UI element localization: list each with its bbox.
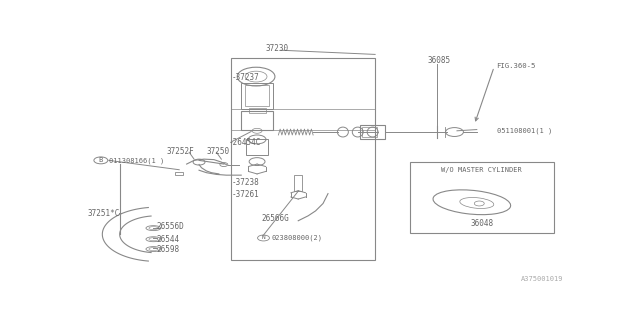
Bar [249, 108, 266, 113]
Bar [175, 172, 183, 175]
Text: 011308166(1 ): 011308166(1 ) [109, 157, 164, 164]
Text: -37237: -37237 [231, 73, 259, 82]
Text: -37261: -37261 [231, 190, 259, 199]
Text: FIG.360-5: FIG.360-5 [495, 63, 535, 69]
Text: 26598: 26598 [157, 245, 180, 254]
Bar [241, 83, 273, 108]
Text: 37251*C: 37251*C [88, 209, 120, 218]
Text: B: B [99, 157, 103, 164]
Text: 36085: 36085 [428, 56, 451, 65]
Bar [231, 58, 375, 260]
Text: 023808000(2): 023808000(2) [271, 235, 323, 241]
Text: 26544: 26544 [157, 236, 180, 244]
Text: 37230: 37230 [266, 44, 289, 53]
Text: 051108001(1 ): 051108001(1 ) [497, 128, 552, 134]
Bar [294, 175, 302, 191]
Bar [246, 140, 269, 156]
Text: -26454C: -26454C [229, 138, 261, 147]
Text: 37252F: 37252F [167, 147, 195, 156]
Text: 26556D: 26556D [157, 222, 184, 231]
Bar [241, 111, 273, 130]
Bar [360, 124, 385, 140]
Text: A375001019: A375001019 [521, 276, 564, 282]
Bar [362, 127, 376, 137]
Text: -37238: -37238 [231, 178, 259, 187]
Text: 36048: 36048 [470, 219, 493, 228]
Bar [245, 85, 269, 106]
Text: N: N [262, 236, 266, 241]
Text: 37250: 37250 [207, 147, 230, 156]
Text: W/O MASTER CYLINDER: W/O MASTER CYLINDER [442, 167, 522, 173]
Bar [410, 162, 554, 233]
Text: 26566G: 26566G [261, 214, 289, 223]
